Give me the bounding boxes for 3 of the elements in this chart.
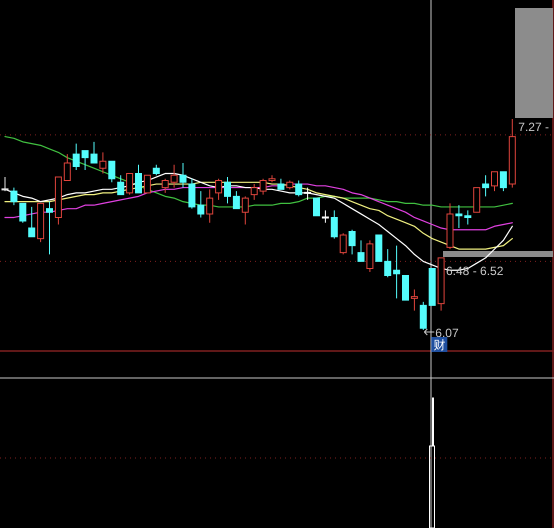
text: 7.27 - [518, 120, 549, 134]
annotation: 6.07 [435, 326, 459, 340]
text: 财 [433, 338, 446, 352]
